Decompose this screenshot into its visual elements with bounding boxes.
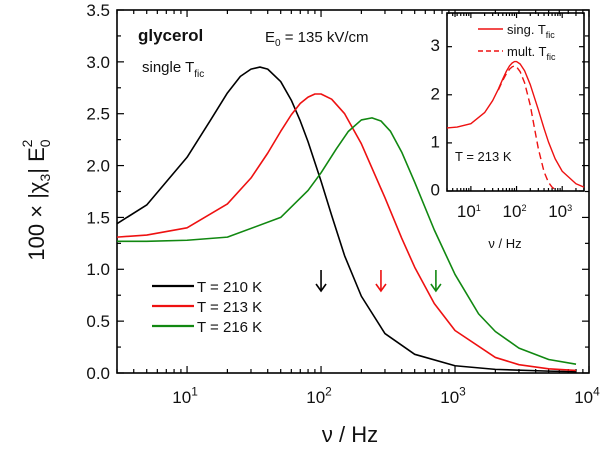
y-axis-title: 100 × |χ3| E02 [19,139,53,260]
inset-x-axis-title: ν / Hz [488,236,521,251]
x-tick-label: 102 [306,384,332,407]
material-annotation: glycerol [138,26,203,45]
inset-y-tick-label: 0 [431,181,440,200]
series-line-2 [117,117,577,365]
legend-label-2: T = 216 K [197,319,262,336]
legend-label-0: T = 210 K [197,279,262,296]
series-line-0 [116,66,577,373]
inset-legend-label-0: sing. Tfic [507,22,555,40]
x-tick-label: 104 [574,384,600,407]
y-tick-label: 1.0 [86,260,110,279]
y-tick-label: 1.5 [86,208,110,227]
y-tick-label: 0.0 [86,364,110,383]
peak-arrow-head-2 [430,283,442,293]
peak-arrow-head-0 [315,283,327,293]
x-tick-label: 103 [440,384,466,407]
field-annotation: E0 = 135 kV/cm [265,29,369,49]
x-tick-label: 101 [172,384,198,407]
peak-arrow-head-1 [375,283,387,293]
inset-plot-area: 101 102 103 0 1 2 3 sing. Tfic mult. Tfic [431,12,585,221]
y-tick-label: 3.5 [86,1,110,20]
inset-y-tick-label: 2 [431,84,440,103]
inset-annotation: T = 213 K [455,149,512,164]
y-tick-label: 2.0 [86,157,110,176]
series-line-1 [116,93,577,372]
inset-y-tick-label: 3 [431,36,440,55]
inset-y-tick-label: 1 [431,132,440,151]
inset-series-line-1 [497,65,556,191]
mode-annotation: single Tfic [142,59,204,80]
inset-frame [446,12,585,192]
x-axis-title: ν / Hz [322,422,378,447]
inset-series-line-0 [446,60,585,188]
y-tick-label: 2.5 [86,105,110,124]
inset-x-tick-label: 101 [457,202,481,221]
legend-label-1: T = 213 K [197,299,262,316]
inset-x-tick-label: 102 [503,202,527,221]
inset-legend-label-1: mult. Tfic [507,44,556,62]
y-tick-label: 3.0 [86,53,110,72]
inset-x-tick-label: 103 [548,202,572,221]
y-tick-label: 0.5 [86,312,110,331]
